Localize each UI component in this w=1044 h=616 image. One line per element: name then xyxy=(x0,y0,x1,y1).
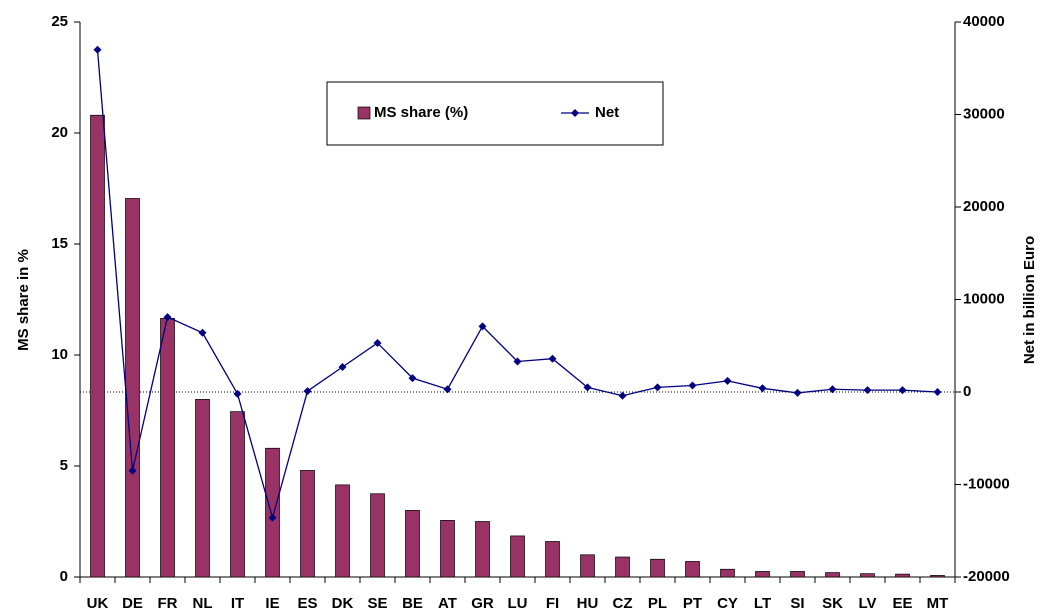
x-tick-label: CZ xyxy=(613,595,633,612)
x-tick-label: FI xyxy=(546,595,559,612)
x-tick-label: DK xyxy=(332,595,354,612)
bar xyxy=(720,568,735,578)
marker xyxy=(618,391,627,400)
y-tick-label: 20 xyxy=(51,124,68,141)
marker xyxy=(758,384,767,393)
y-tick-label: 0 xyxy=(60,568,68,585)
bar xyxy=(510,535,525,578)
x-tick-label: ES xyxy=(297,595,317,612)
marker xyxy=(128,466,137,475)
x-tick-label: PL xyxy=(648,595,667,612)
x-tick-label: MT xyxy=(927,595,949,612)
x-tick-label: SE xyxy=(367,595,387,612)
bar xyxy=(685,561,700,578)
bar xyxy=(615,556,630,578)
y2-tick-label: 30000 xyxy=(963,105,1005,122)
marker xyxy=(268,513,277,522)
marker xyxy=(373,338,382,347)
bar xyxy=(790,571,805,578)
x-tick-label: SI xyxy=(790,595,804,612)
y2-tick-label: -10000 xyxy=(963,475,1010,492)
x-tick-label: LU xyxy=(508,595,528,612)
x-tick-label: FR xyxy=(158,595,178,612)
bar xyxy=(895,573,910,578)
x-tick-label: DE xyxy=(122,595,143,612)
legend-label: MS share (%) xyxy=(374,104,468,121)
x-tick-label: LV xyxy=(858,595,876,612)
bar xyxy=(755,571,770,578)
bar xyxy=(195,399,210,578)
bar xyxy=(475,521,490,578)
y2-tick-label: -20000 xyxy=(963,568,1010,585)
legend-marker xyxy=(571,109,579,117)
marker xyxy=(863,386,872,395)
marker xyxy=(933,388,942,396)
marker xyxy=(548,354,557,363)
bar xyxy=(650,558,665,578)
x-tick-label: EE xyxy=(892,595,912,612)
bar xyxy=(370,493,385,578)
x-tick-label: BE xyxy=(402,595,423,612)
bar xyxy=(580,554,595,578)
y-tick-label: 25 xyxy=(51,13,68,30)
marker xyxy=(408,374,417,383)
bar xyxy=(440,520,455,578)
marker xyxy=(653,383,662,392)
legend-label: Net xyxy=(595,104,619,121)
bar xyxy=(405,510,420,578)
x-tick-label: GR xyxy=(471,595,494,612)
legend-swatch xyxy=(357,106,371,120)
marker xyxy=(198,328,207,337)
marker xyxy=(723,376,732,385)
bar xyxy=(160,318,175,578)
legend-box xyxy=(326,81,664,146)
x-tick-label: IE xyxy=(265,595,279,612)
y2-tick-label: 40000 xyxy=(963,13,1005,30)
x-tick-label: SK xyxy=(822,595,843,612)
bar xyxy=(230,411,245,578)
marker xyxy=(163,313,172,322)
bar xyxy=(300,470,315,578)
x-tick-label: CY xyxy=(717,595,738,612)
x-tick-label: IT xyxy=(231,595,244,612)
bar xyxy=(265,447,280,578)
bar xyxy=(545,541,560,578)
marker xyxy=(583,383,592,392)
marker xyxy=(233,389,242,398)
bar xyxy=(335,484,350,578)
marker xyxy=(688,381,697,390)
x-tick-label: AT xyxy=(438,595,457,612)
marker xyxy=(93,45,102,54)
marker xyxy=(513,357,522,366)
marker xyxy=(338,363,347,372)
marker xyxy=(443,385,452,394)
y-tick-label: 10 xyxy=(51,346,68,363)
marker xyxy=(303,387,312,396)
y-tick-label: 15 xyxy=(51,235,68,252)
y-tick-label: 5 xyxy=(60,457,68,474)
bar xyxy=(930,575,945,578)
bar xyxy=(125,198,140,578)
y-axis-title: MS share in % xyxy=(15,249,32,351)
marker xyxy=(793,388,802,397)
y2-tick-label: 10000 xyxy=(963,290,1005,307)
y2-tick-label: 0 xyxy=(963,383,971,400)
marker xyxy=(478,322,487,331)
y2-axis-title: Net in billion Euro xyxy=(1021,236,1038,364)
x-tick-label: LT xyxy=(754,595,771,612)
x-tick-label: UK xyxy=(87,595,109,612)
marker xyxy=(898,386,907,395)
y2-tick-label: 20000 xyxy=(963,198,1005,215)
bar xyxy=(825,572,840,578)
x-tick-label: NL xyxy=(193,595,213,612)
bar xyxy=(90,114,105,578)
x-tick-label: PT xyxy=(683,595,702,612)
bar xyxy=(860,573,875,578)
marker xyxy=(828,385,837,394)
x-tick-label: HU xyxy=(577,595,599,612)
